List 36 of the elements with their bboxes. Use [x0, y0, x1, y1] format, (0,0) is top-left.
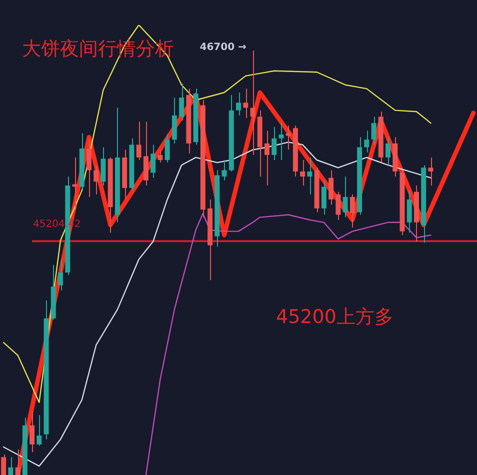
candlestick — [307, 156, 312, 195]
candlestick — [264, 130, 270, 186]
candlestick — [250, 50, 256, 156]
candlestick — [94, 164, 99, 195]
candlestick — [364, 130, 370, 153]
candlestick — [386, 136, 390, 166]
candlestick — [428, 156, 434, 186]
candlestick — [136, 121, 142, 160]
candlestick — [406, 190, 412, 234]
candlestick — [179, 83, 184, 122]
candlestick — [158, 149, 163, 164]
candlestick — [336, 191, 341, 220]
candlestick — [342, 176, 348, 218]
candlestick — [36, 414, 42, 446]
candlestick — [371, 116, 376, 146]
candlestick — [286, 125, 291, 150]
candlestick — [300, 160, 306, 186]
candlestick — [222, 160, 227, 181]
candlestick — [272, 126, 277, 160]
candlestick — [278, 122, 284, 160]
candlestick — [100, 146, 106, 186]
candlestick — [321, 180, 326, 216]
candlestick — [30, 410, 35, 453]
candlestick — [328, 170, 334, 206]
annotation: 46700 → — [200, 42, 246, 54]
candlestick — [1, 454, 6, 475]
candlestick — [150, 144, 156, 178]
candlestick — [15, 449, 20, 475]
candlestick — [86, 139, 92, 198]
annotation: 45200上方多 — [276, 305, 394, 330]
candlestick — [58, 258, 64, 291]
candlestick — [350, 194, 355, 228]
candlestick — [164, 134, 170, 164]
candlestick — [236, 92, 241, 116]
candlestick — [8, 456, 14, 475]
candlestick — [243, 88, 248, 118]
